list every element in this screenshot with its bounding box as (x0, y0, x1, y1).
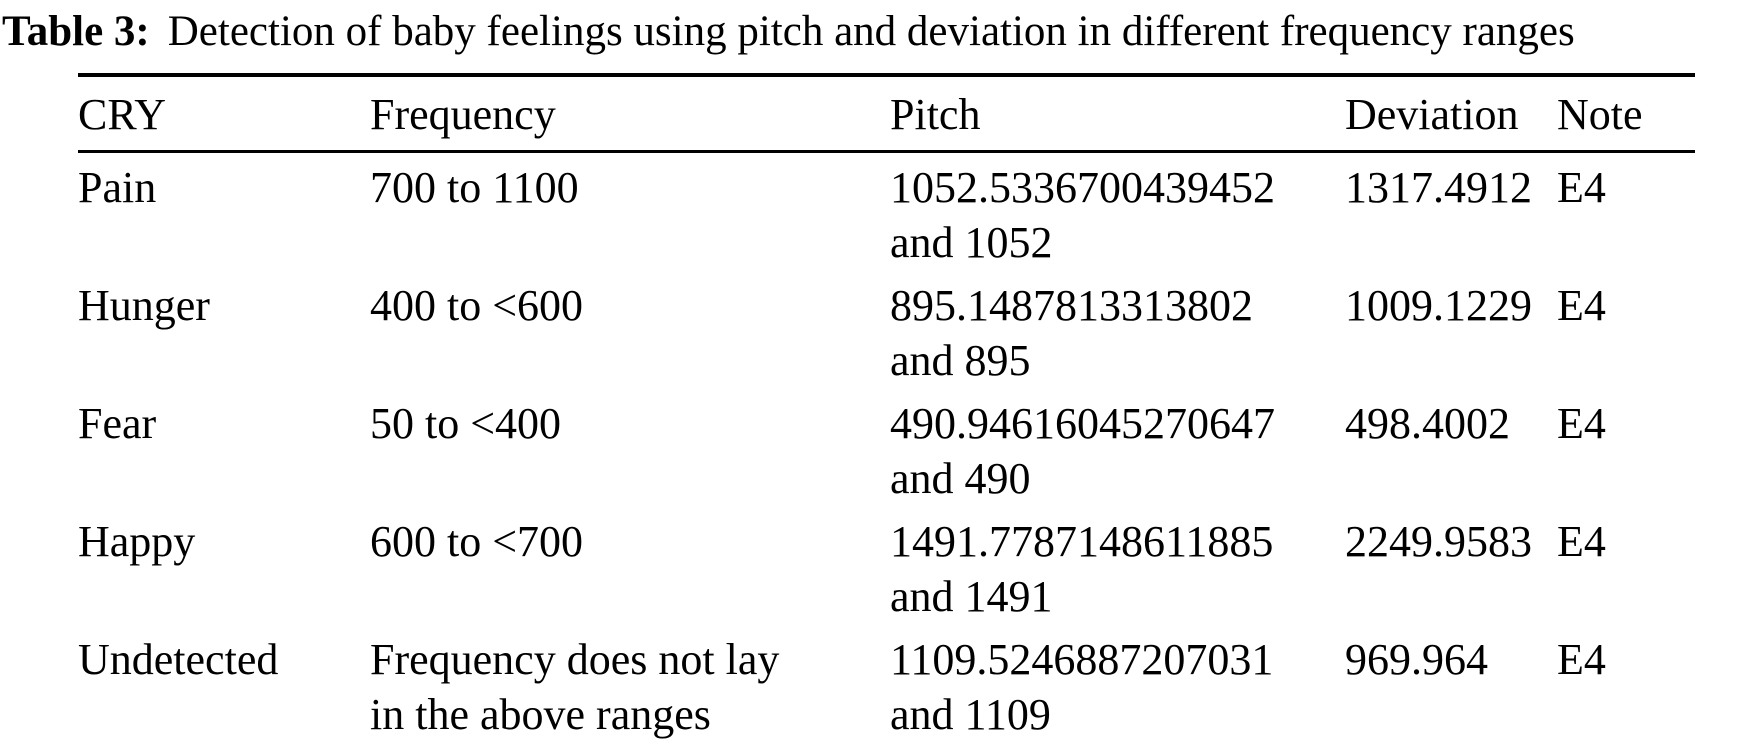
header-deviation: Deviation (1345, 75, 1557, 153)
header-row: CRY Frequency Pitch Deviation Note (78, 75, 1695, 153)
cell-pitch: 1052.5336700439452 and 1052 (890, 152, 1345, 272)
pitch-line-2: and 1052 (890, 218, 1053, 267)
table-row-fear: Fear 50 to <400 490.94616045270647 and 4… (78, 389, 1695, 507)
table-row-happy: Happy 600 to <700 1491.7787148611885 and… (78, 507, 1695, 625)
cell-deviation: 2249.9583 (1345, 517, 1532, 566)
table-row-hunger: Hunger 400 to <600 895.1487813313802 and… (78, 271, 1695, 389)
table-header: CRY Frequency Pitch Deviation Note (78, 75, 1695, 153)
header-note: Note (1557, 75, 1695, 153)
frequency-line-1: Frequency does not lay (370, 635, 780, 684)
cell-cry: Undetected (78, 635, 279, 684)
cell-frequency: 700 to 1100 (370, 152, 890, 272)
cell-note: E4 (1557, 517, 1606, 566)
cell-frequency: Frequency does not lay in the above rang… (370, 625, 890, 742)
pitch-line-2: and 1109 (890, 690, 1051, 739)
cell-pitch: 895.1487813313802 and 895 (890, 271, 1345, 389)
frequency-line-2: in the above ranges (370, 690, 711, 739)
table-caption-text: Detection of baby feelings using pitch a… (167, 8, 1575, 55)
cell-cry: Pain (78, 163, 157, 212)
cell-pitch: 1109.5246887207031 and 1109 (890, 625, 1345, 742)
frequency-line-1: 400 to <600 (370, 281, 584, 330)
cell-note: E4 (1557, 399, 1606, 448)
table-caption-label: Table 3: (2, 8, 150, 55)
pitch-line-1: 490.94616045270647 (890, 399, 1275, 448)
cell-deviation: 1009.1229 (1345, 281, 1532, 330)
cell-frequency: 400 to <600 (370, 271, 890, 389)
cell-note: E4 (1557, 635, 1606, 684)
cell-pitch: 1491.7787148611885 and 1491 (890, 507, 1345, 625)
cell-frequency: 600 to <700 (370, 507, 890, 625)
pitch-line-1: 895.1487813313802 (890, 281, 1253, 330)
cell-deviation: 498.4002 (1345, 399, 1510, 448)
baby-feelings-table: CRY Frequency Pitch Deviation Note Pain … (78, 73, 1695, 742)
cell-cry: Happy (78, 517, 196, 566)
frequency-line-1: 700 to 1100 (370, 163, 579, 212)
header-frequency: Frequency (370, 75, 890, 153)
pitch-line-2: and 1491 (890, 572, 1053, 621)
cell-deviation: 969.964 (1345, 635, 1488, 684)
cell-cry: Fear (78, 399, 157, 448)
cell-frequency: 50 to <400 (370, 389, 890, 507)
table-caption: Table 3: Detection of baby feelings using… (0, 0, 1758, 73)
header-cry: CRY (78, 75, 370, 153)
table-body: Pain 700 to 1100 1052.5336700439452 and … (78, 152, 1695, 742)
cell-cry: Hunger (78, 281, 210, 330)
table-row-pain: Pain 700 to 1100 1052.5336700439452 and … (78, 152, 1695, 272)
pitch-line-1: 1052.5336700439452 (890, 163, 1275, 212)
cell-note: E4 (1557, 281, 1606, 330)
cell-note: E4 (1557, 163, 1606, 212)
cell-pitch: 490.94616045270647 and 490 (890, 389, 1345, 507)
pitch-line-1: 1491.7787148611885 (890, 517, 1274, 566)
header-pitch: Pitch (890, 75, 1345, 153)
cell-deviation: 1317.4912 (1345, 163, 1532, 212)
pitch-line-2: and 490 (890, 454, 1031, 503)
frequency-line-1: 600 to <700 (370, 517, 584, 566)
table-row-undetected: Undetected Frequency does not lay in the… (78, 625, 1695, 742)
pitch-line-2: and 895 (890, 336, 1031, 385)
frequency-line-1: 50 to <400 (370, 399, 562, 448)
pitch-line-1: 1109.5246887207031 (890, 635, 1274, 684)
